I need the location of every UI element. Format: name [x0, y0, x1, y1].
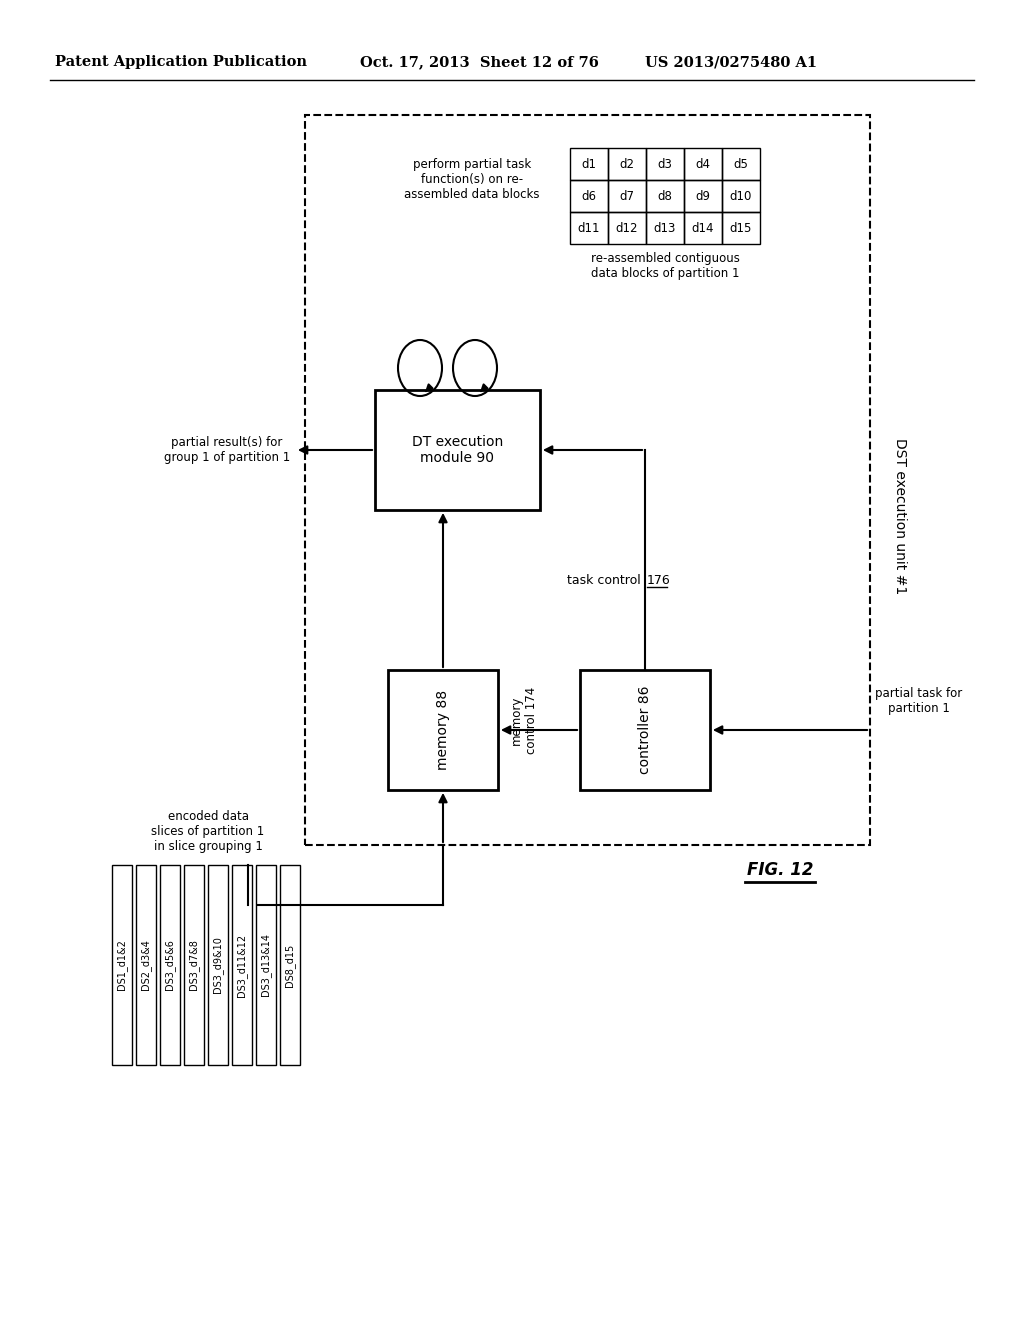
Text: encoded data
slices of partition 1
in slice grouping 1: encoded data slices of partition 1 in sl…	[152, 810, 264, 853]
Text: DS1_d1&2: DS1_d1&2	[117, 940, 127, 990]
Text: d14: d14	[692, 222, 715, 235]
Text: Patent Application Publication: Patent Application Publication	[55, 55, 307, 69]
Bar	[375, 389, 540, 510]
Text: d9: d9	[695, 190, 711, 202]
Text: d11: d11	[578, 222, 600, 235]
Bar	[160, 865, 180, 1065]
Bar	[580, 671, 710, 789]
Text: memory
control 174: memory control 174	[510, 686, 538, 754]
Text: d6: d6	[582, 190, 597, 202]
Bar	[684, 180, 722, 213]
Text: 176: 176	[647, 573, 671, 586]
Bar	[184, 865, 204, 1065]
Bar	[280, 865, 300, 1065]
Bar	[256, 865, 276, 1065]
Bar	[608, 180, 646, 213]
Text: d8: d8	[657, 190, 673, 202]
Bar	[722, 213, 760, 244]
Text: re-assembled contiguous
data blocks of partition 1: re-assembled contiguous data blocks of p…	[591, 252, 739, 280]
Bar	[570, 148, 608, 180]
Text: perform partial task
function(s) on re-
assembled data blocks: perform partial task function(s) on re- …	[404, 158, 540, 201]
Text: DS2_d3&4: DS2_d3&4	[140, 940, 152, 990]
Text: d7: d7	[620, 190, 635, 202]
Text: Oct. 17, 2013  Sheet 12 of 76: Oct. 17, 2013 Sheet 12 of 76	[360, 55, 599, 69]
Text: d12: d12	[615, 222, 638, 235]
Bar	[646, 148, 684, 180]
Text: DS3_d7&8: DS3_d7&8	[188, 940, 200, 990]
Text: d15: d15	[730, 222, 753, 235]
Text: FIG. 12: FIG. 12	[746, 861, 813, 879]
Bar	[608, 148, 646, 180]
Text: controller 86: controller 86	[638, 686, 652, 775]
Text: DS3_d5&6: DS3_d5&6	[165, 940, 175, 990]
Bar	[646, 213, 684, 244]
Text: DS3_d11&12: DS3_d11&12	[237, 933, 248, 997]
Text: memory 88: memory 88	[436, 690, 450, 770]
Text: partial result(s) for
group 1 of partition 1: partial result(s) for group 1 of partiti…	[164, 436, 290, 465]
Bar	[208, 865, 228, 1065]
Text: d5: d5	[733, 157, 749, 170]
Bar	[388, 671, 498, 789]
Text: DT execution
module 90: DT execution module 90	[412, 434, 503, 465]
Text: DST execution unit #1: DST execution unit #1	[893, 438, 907, 594]
Bar	[136, 865, 156, 1065]
Bar	[570, 213, 608, 244]
Bar	[722, 180, 760, 213]
Text: DS3_d13&14: DS3_d13&14	[260, 933, 271, 997]
Text: d2: d2	[620, 157, 635, 170]
Bar	[722, 148, 760, 180]
Bar	[646, 180, 684, 213]
Text: task control: task control	[567, 573, 645, 586]
Text: d13: d13	[653, 222, 676, 235]
Text: DS8_d15: DS8_d15	[285, 944, 296, 986]
Text: d1: d1	[582, 157, 597, 170]
Bar	[684, 213, 722, 244]
Bar	[570, 180, 608, 213]
Text: d10: d10	[730, 190, 753, 202]
Bar	[232, 865, 252, 1065]
Text: d4: d4	[695, 157, 711, 170]
Bar	[305, 115, 870, 845]
Bar	[684, 148, 722, 180]
Text: US 2013/0275480 A1: US 2013/0275480 A1	[645, 55, 817, 69]
Text: d3: d3	[657, 157, 673, 170]
Text: DS3_d9&10: DS3_d9&10	[213, 937, 223, 994]
Bar	[112, 865, 132, 1065]
Bar	[608, 213, 646, 244]
Text: partial task for
partition 1: partial task for partition 1	[874, 686, 963, 715]
